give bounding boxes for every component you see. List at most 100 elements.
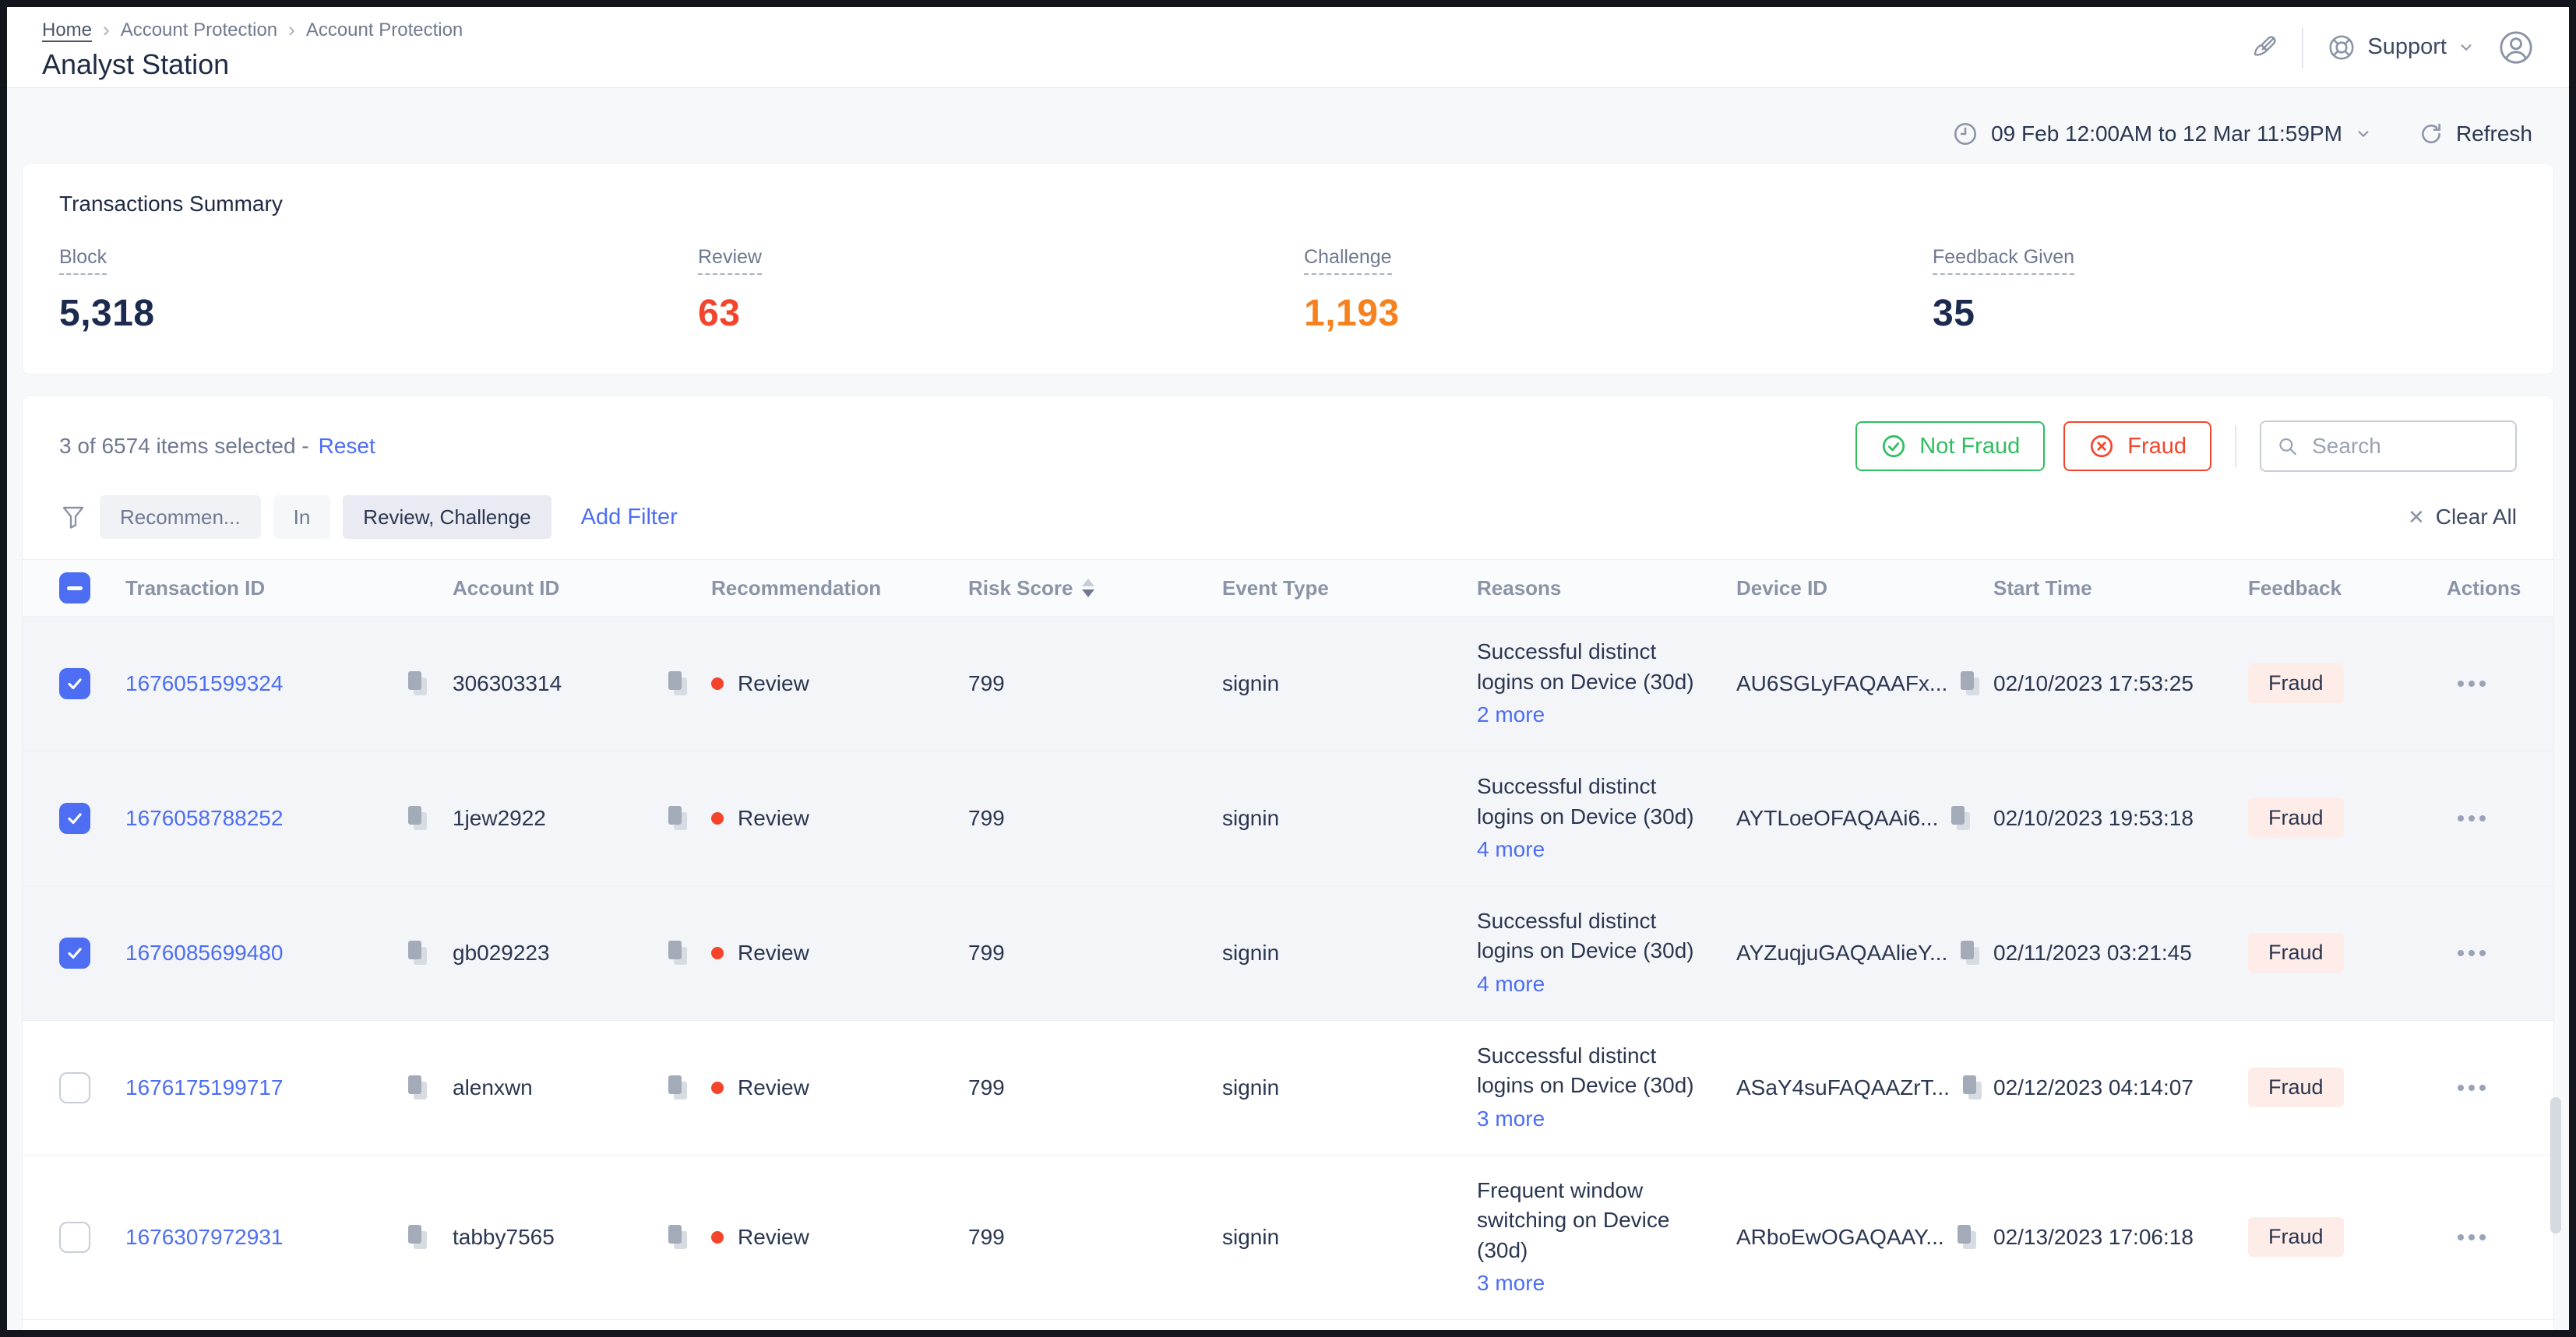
main-content: 09 Feb 12:00AM to 12 Mar 11:59PM Refresh… [7,121,2569,1330]
row-checkbox[interactable] [59,1071,90,1103]
copy-icon[interactable] [1961,1074,1984,1102]
row-checkbox[interactable] [59,1221,90,1253]
copy-icon[interactable] [666,670,689,698]
metric-challenge: Challenge 1,193 [1304,246,1933,335]
copy-icon[interactable] [406,939,429,967]
transaction-id-link[interactable]: 1676175199717 [125,1075,284,1100]
copy-icon[interactable] [666,1223,689,1251]
clear-all-button[interactable]: ✕ Clear All [2407,505,2517,529]
row-checkbox[interactable] [59,667,90,699]
user-avatar[interactable] [2498,30,2534,65]
copy-icon[interactable] [1958,939,1982,967]
reason-text: Successful distinct logins on Device (30… [1477,639,1694,694]
metric-label[interactable]: Block [59,246,107,275]
breadcrumb-home[interactable]: Home [42,19,93,40]
refresh-icon [2422,123,2440,143]
row-checkbox[interactable] [59,802,90,834]
summary-title: Transactions Summary [59,192,283,216]
col-actions: Actions [2447,575,2521,600]
row-actions-button[interactable] [2450,942,2493,964]
row-actions-button[interactable] [2450,1077,2493,1099]
row-actions-button[interactable] [2450,807,2493,829]
copy-icon[interactable] [406,1074,429,1102]
filter-chip-field[interactable]: Recommen... [100,495,261,539]
metric-label[interactable]: Review [698,246,762,275]
sort-icon[interactable] [1082,579,1095,597]
scrollbar-thumb[interactable] [2550,1097,2561,1233]
support-menu[interactable]: Support [2327,33,2475,62]
metric-value: 1,193 [1304,293,1400,334]
metric-block: Block 5,318 [59,246,698,335]
metric-value: 63 [698,293,741,334]
review-status-dot [711,1081,724,1094]
transaction-id-link[interactable]: 1676058788252 [125,805,284,830]
reset-selection-link[interactable]: Reset [318,434,375,458]
select-all-checkbox[interactable] [59,572,90,603]
check-circle-icon [1883,435,1905,458]
more-reasons-link[interactable]: 3 more [1477,1106,1545,1131]
filter-bar: Recommen... In Review, Challenge Add Fil… [23,495,2553,539]
more-reasons-link[interactable]: 3 more [1477,1271,1545,1296]
account-id-value: alenxwn [453,1075,533,1100]
feedback-badge: Fraud [2248,663,2344,704]
chevron-down-icon [2358,131,2369,138]
col-device-id: Device ID [1736,575,1828,600]
col-risk-score: Risk Score [968,576,1222,600]
table-controls: 3 of 6574 items selected - Reset Not Fra… [23,420,2553,472]
recommendation-value: Review [738,1075,809,1100]
metric-label[interactable]: Feedback Given [1933,246,2075,275]
breadcrumb-account-protection[interactable]: Account Protection [120,19,278,40]
event-type-value: signin [1222,1075,1280,1100]
row-actions-button[interactable] [2450,1226,2493,1248]
copy-icon[interactable] [406,1223,429,1251]
account-id-value: 306303314 [453,670,562,695]
start-time-value: 02/11/2023 03:21:45 [1993,940,2192,965]
table-body: 1676051599324 306303314 Review 799 signi… [23,617,2553,1330]
start-time-value: 02/10/2023 19:53:18 [1993,805,2194,830]
copy-icon[interactable] [666,939,689,967]
copy-icon[interactable] [406,804,429,832]
theme-pen-icon[interactable] [2250,33,2278,62]
row-checkbox[interactable] [59,937,90,969]
filter-chip-value[interactable]: Review, Challenge [343,495,551,539]
col-event-type: Event Type [1222,575,1329,600]
copy-icon[interactable] [406,670,429,698]
transaction-id-link[interactable]: 1676307972931 [125,1224,284,1249]
controls-divider [2235,425,2236,467]
row-actions-button[interactable] [2450,673,2493,695]
table-header: Transaction ID Account ID Recommendation… [23,559,2553,617]
review-status-dot [711,946,724,959]
filter-chip-operator[interactable]: In [273,495,331,539]
metric-label[interactable]: Challenge [1304,246,1392,275]
more-reasons-link[interactable]: 2 more [1477,702,1545,727]
refresh-button[interactable]: Refresh [2419,121,2532,146]
more-reasons-link[interactable]: 4 more [1477,837,1545,862]
add-filter-link[interactable]: Add Filter [580,504,678,530]
recommendation-value: Review [738,1224,809,1249]
risk-score-value: 799 [968,805,1005,830]
reason-text: Successful distinct logins on Device (30… [1477,908,1694,963]
col-reasons: Reasons [1477,575,1562,600]
metric-value: 5,318 [59,293,155,334]
copy-icon[interactable] [666,804,689,832]
copy-icon[interactable] [1958,670,1982,698]
transaction-id-link[interactable]: 1676085699480 [125,940,284,965]
date-toolbar: 09 Feb 12:00AM to 12 Mar 11:59PM Refresh [22,121,2532,147]
more-reasons-link[interactable]: 4 more [1477,972,1545,996]
date-range-picker[interactable]: 09 Feb 12:00AM to 12 Mar 11:59PM [1952,121,2372,147]
risk-score-value: 799 [968,670,1005,695]
summary-metrics: Block 5,318 Review 63 Challenge 1,193 Fe… [59,246,2517,335]
breadcrumb-separator-icon: › [103,18,110,41]
clear-x-icon: ✕ [2407,505,2425,529]
transaction-id-link[interactable]: 1676051599324 [125,670,284,695]
breadcrumb: Home › Account Protection › Account Prot… [42,18,463,42]
copy-icon[interactable] [1949,804,1972,832]
table-row: 1676085699480 gb029223 Review 799 signin… [23,885,2553,1021]
copy-icon[interactable] [1955,1223,1979,1251]
search-input[interactable] [2310,433,2500,459]
not-fraud-button[interactable]: Not Fraud [1855,421,2046,471]
breadcrumb-current: Account Protection [305,19,463,40]
fraud-button[interactable]: Fraud [2063,421,2211,471]
copy-icon[interactable] [666,1074,689,1102]
